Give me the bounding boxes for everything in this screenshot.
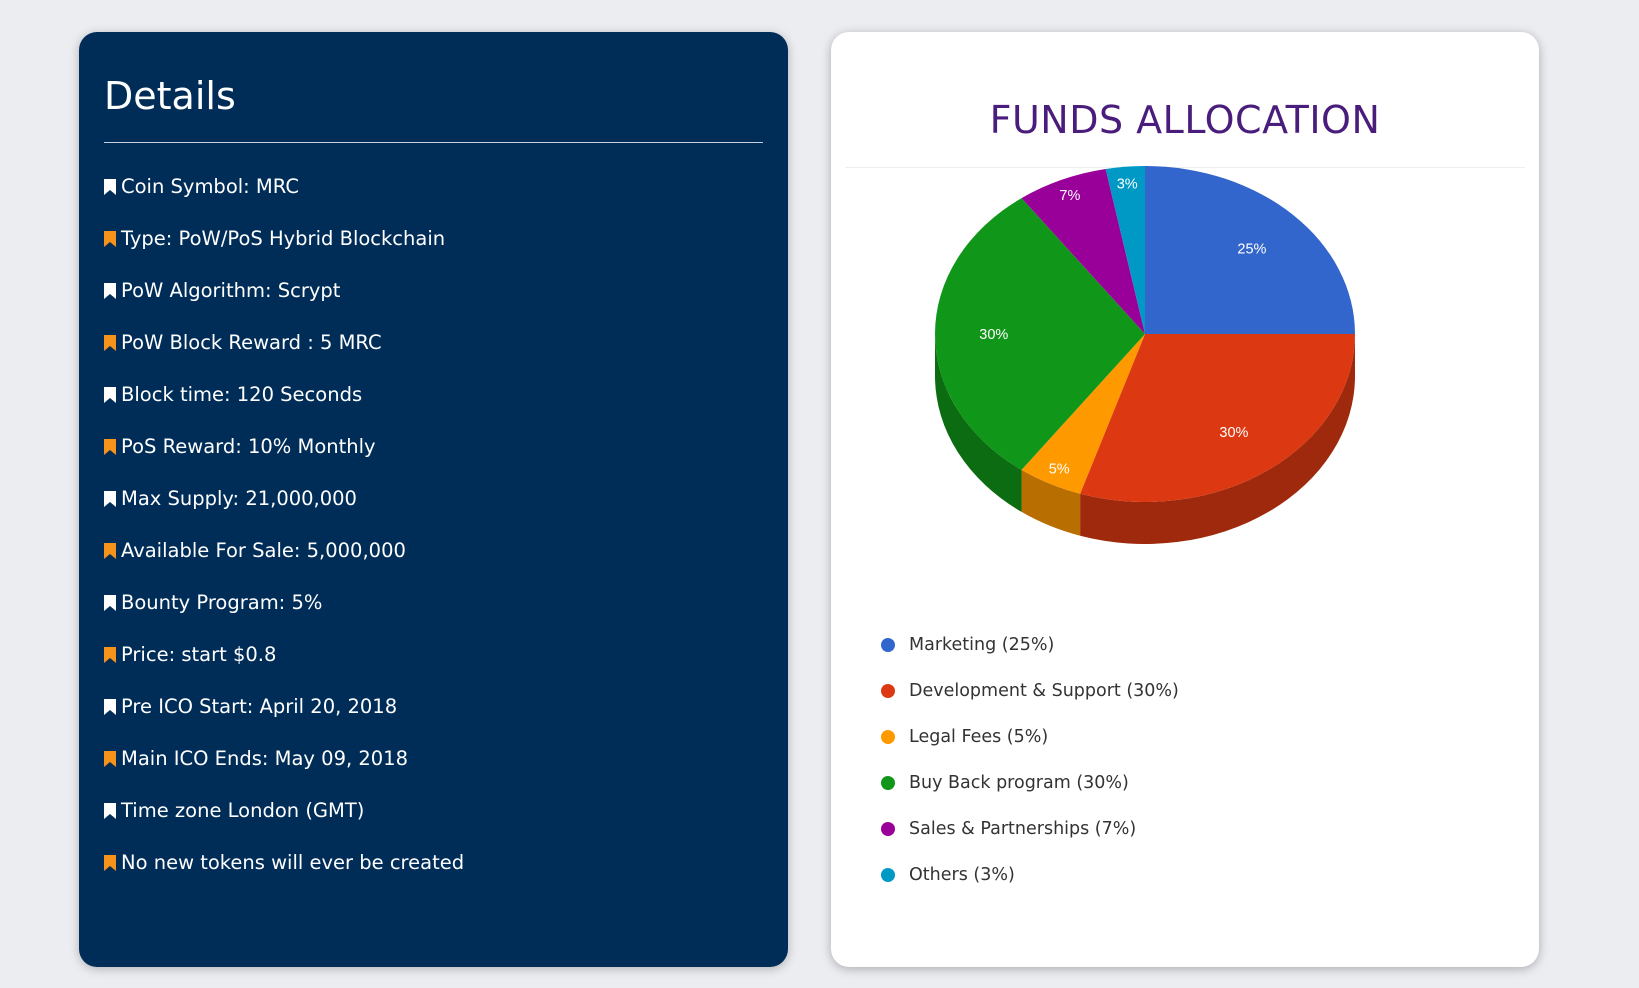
pie-slice-side: [1080, 334, 1355, 544]
legend-label: Others (3%): [909, 865, 1015, 885]
bookmark-icon: [104, 698, 116, 715]
legend-dot-icon: [881, 776, 895, 790]
detail-item: Price: start $0.8: [104, 629, 763, 681]
detail-item-label: PoS Reward: 10% Monthly: [121, 435, 376, 459]
legend-dot-icon: [881, 822, 895, 836]
detail-item: Max Supply: 21,000,000: [104, 473, 763, 525]
detail-item: PoW Algorithm: Scrypt: [104, 265, 763, 317]
bookmark-icon: [104, 646, 116, 663]
details-title: Details: [104, 74, 236, 118]
details-divider: [104, 141, 763, 143]
detail-item: PoW Block Reward : 5 MRC: [104, 317, 763, 369]
detail-item-label: Price: start $0.8: [121, 643, 277, 667]
detail-item-label: Pre ICO Start: April 20, 2018: [121, 695, 398, 719]
bookmark-icon: [104, 282, 116, 299]
detail-item: Pre ICO Start: April 20, 2018: [104, 681, 763, 733]
detail-item-label: No new tokens will ever be created: [121, 851, 465, 875]
details-card: Details Coin Symbol: MRC Type: PoW/PoS Hy…: [79, 32, 788, 967]
legend-item[interactable]: Development & Support (30%): [881, 668, 1179, 714]
funds-divider: [845, 167, 1525, 168]
pie-chart: 25% 30% 5% 30% 7% 3%: [935, 166, 1355, 544]
legend-dot-icon: [881, 730, 895, 744]
pie-slice[interactable]: [1145, 166, 1355, 334]
legend-item[interactable]: Legal Fees (5%): [881, 714, 1179, 760]
bookmark-icon: [104, 230, 116, 247]
bookmark-icon: [104, 594, 116, 611]
funds-title: FUNDS ALLOCATION: [989, 98, 1381, 142]
detail-item-label: Coin Symbol: MRC: [121, 175, 299, 199]
legend-label: Development & Support (30%): [909, 681, 1179, 701]
detail-item-label: PoW Block Reward : 5 MRC: [121, 331, 382, 355]
detail-item-label: Main ICO Ends: May 09, 2018: [121, 747, 408, 771]
pie-sides: [935, 334, 1355, 544]
bookmark-icon: [104, 490, 116, 507]
detail-item-label: PoW Algorithm: Scrypt: [121, 279, 341, 303]
detail-item: Available For Sale: 5,000,000: [104, 525, 763, 577]
pie-slice-label: 30%: [1219, 425, 1248, 441]
pie-slice-label: 3%: [1117, 177, 1138, 193]
detail-item-label: Max Supply: 21,000,000: [121, 487, 357, 511]
detail-item-label: Type: PoW/PoS Hybrid Blockchain: [121, 227, 446, 251]
legend-dot-icon: [881, 684, 895, 698]
legend-label: Buy Back program (30%): [909, 773, 1129, 793]
legend-dot-icon: [881, 638, 895, 652]
legend-item[interactable]: Sales & Partnerships (7%): [881, 806, 1179, 852]
bookmark-icon: [104, 438, 116, 455]
detail-item: PoS Reward: 10% Monthly: [104, 421, 763, 473]
pie-slice[interactable]: [1021, 334, 1145, 494]
bookmark-icon: [104, 750, 116, 767]
pie-slice[interactable]: [1080, 334, 1355, 502]
pie-slice[interactable]: [1021, 168, 1145, 334]
legend-item[interactable]: Marketing (25%): [881, 622, 1179, 668]
pie-slice-side: [1021, 469, 1081, 536]
detail-item-label: Bounty Program: 5%: [121, 591, 323, 615]
detail-item: Bounty Program: 5%: [104, 577, 763, 629]
legend-label: Marketing (25%): [909, 635, 1055, 655]
legend-label: Legal Fees (5%): [909, 727, 1049, 747]
bookmark-icon: [104, 178, 116, 195]
detail-item-label: Block time: 120 Seconds: [121, 383, 363, 407]
legend-item[interactable]: Others (3%): [881, 852, 1179, 898]
detail-item: No new tokens will ever be created: [104, 837, 763, 889]
detail-item: Time zone London (GMT): [104, 785, 763, 837]
bookmark-icon: [104, 542, 116, 559]
pie-slice[interactable]: [1105, 166, 1145, 334]
detail-item-label: Time zone London (GMT): [121, 799, 365, 823]
legend-dot-icon: [881, 868, 895, 882]
legend-item[interactable]: Buy Back program (30%): [881, 760, 1179, 806]
bookmark-icon: [104, 854, 116, 871]
detail-item: Type: PoW/PoS Hybrid Blockchain: [104, 213, 763, 265]
funds-allocation-card: FUNDS ALLOCATION 25% 30% 5% 30% 7% 3% Marketi…: [831, 32, 1539, 967]
detail-item: Coin Symbol: MRC: [104, 161, 763, 213]
detail-item-label: Available For Sale: 5,000,000: [121, 539, 406, 563]
bookmark-icon: [104, 334, 116, 351]
bookmark-icon: [104, 802, 116, 819]
pie-slice-label: 30%: [979, 327, 1008, 343]
pie-slice-label: 25%: [1237, 242, 1266, 258]
pie-slice[interactable]: [935, 198, 1145, 470]
pie-slice-label: 7%: [1059, 188, 1080, 204]
detail-item: Block time: 120 Seconds: [104, 369, 763, 421]
chart-legend: Marketing (25%) Development & Support (30…: [881, 622, 1179, 898]
pie-slice-side: [935, 334, 1022, 512]
details-list: Coin Symbol: MRC Type: PoW/PoS Hybrid Blo…: [104, 161, 763, 889]
detail-item: Main ICO Ends: May 09, 2018: [104, 733, 763, 785]
legend-label: Sales & Partnerships (7%): [909, 819, 1137, 839]
bookmark-icon: [104, 386, 116, 403]
pie-slice-label: 5%: [1049, 462, 1070, 478]
